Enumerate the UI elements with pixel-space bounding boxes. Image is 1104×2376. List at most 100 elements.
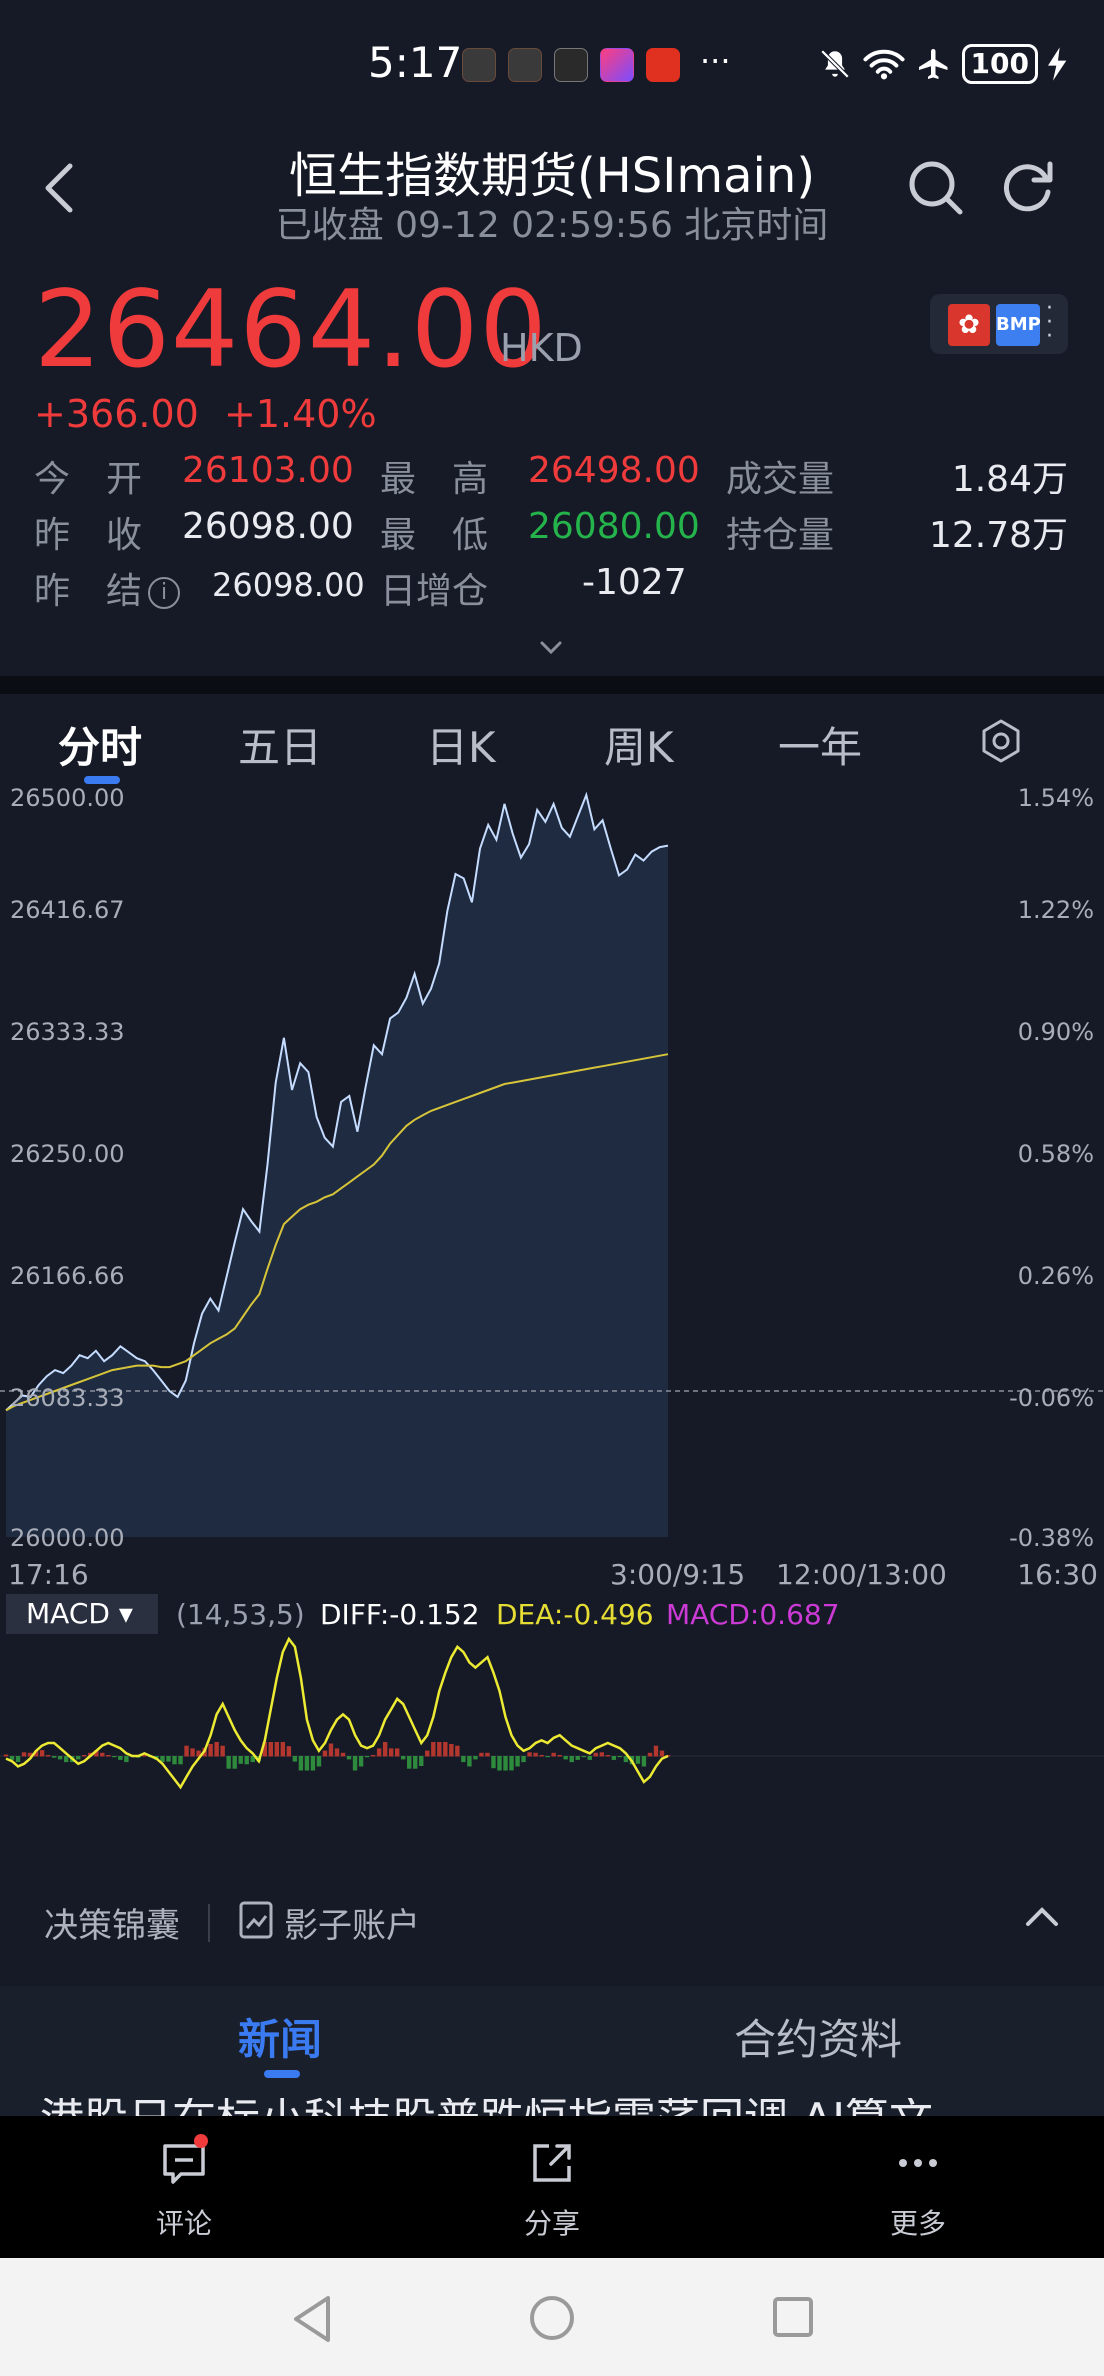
- macd-histogram-bar: [196, 1750, 201, 1757]
- comment-label: 评论: [155, 2207, 212, 2240]
- market-status: 已收盘 09-12 02:59:56 北京时间: [275, 205, 829, 246]
- macd-histogram-bar: [533, 1752, 538, 1757]
- news-headline-peek[interactable]: 港股日在标小科技股普跌恒指震荡回调 AI算文: [40, 2098, 933, 2116]
- status-right: 100: [818, 44, 1068, 84]
- macd-histogram-bar: [382, 1742, 388, 1757]
- macd-histogram-bar: [322, 1750, 328, 1757]
- macd-histogram-bar: [124, 1756, 129, 1763]
- y-tick-left: 26500.00: [10, 784, 125, 812]
- macd-histogram-bar: [232, 1756, 237, 1769]
- mute-icon: [820, 49, 849, 79]
- video-app-icon: [600, 48, 634, 82]
- nav-back-icon[interactable]: [290, 2294, 334, 2344]
- refresh-icon[interactable]: [998, 156, 1058, 216]
- macd-histogram-bar: [94, 1750, 99, 1757]
- macd-histogram-bar: [419, 1756, 424, 1766]
- macd-histogram-bar: [653, 1745, 659, 1757]
- macd-histogram-bar: [166, 1756, 171, 1762]
- macd-histogram-bar: [39, 1750, 45, 1757]
- share-label: 分享: [523, 2207, 580, 2240]
- macd-histogram-bar: [63, 1756, 69, 1763]
- macd-histogram-bar: [76, 1756, 81, 1760]
- prev-close-value: 26098.00: [182, 506, 354, 547]
- macd-histogram-bar: [352, 1756, 358, 1771]
- tab-daily-k[interactable]: 日K: [426, 723, 496, 772]
- nav-recents-icon[interactable]: [772, 2296, 814, 2338]
- macd-histogram-bar: [238, 1756, 243, 1764]
- macd-histogram-bar: [298, 1756, 304, 1771]
- info-icon[interactable]: i: [148, 577, 181, 609]
- macd-chart-svg[interactable]: [0, 1636, 1104, 1876]
- macd-params: (14,53,5): [176, 1598, 305, 1631]
- airplane-icon: [918, 49, 948, 79]
- nav-home-icon[interactable]: [528, 2294, 576, 2342]
- high-value: 26498.00: [528, 450, 700, 491]
- tab-contract-info[interactable]: 合约资料: [734, 2015, 903, 2064]
- macd-histogram-bar: [581, 1756, 586, 1758]
- back-arrow-icon[interactable]: [40, 158, 80, 218]
- oi-change-value: -1027: [582, 562, 687, 603]
- y-tick-left: 26250.00: [10, 1140, 125, 1168]
- comment-icon: [163, 2144, 205, 2184]
- y-tick-right: -0.38%: [1009, 1524, 1094, 1552]
- macd-histogram-bar: [274, 1742, 280, 1757]
- macd-histogram-bar: [178, 1756, 183, 1765]
- price-chart-svg[interactable]: [0, 780, 1104, 1550]
- macd-histogram-bar: [623, 1756, 629, 1763]
- macd-histogram-bar: [563, 1756, 568, 1760]
- tab-news[interactable]: 新闻: [238, 2015, 323, 2064]
- macd-histogram-bar: [280, 1742, 286, 1757]
- macd-chart[interactable]: [0, 1636, 1104, 1876]
- more-button[interactable]: 更多: [858, 2138, 978, 2242]
- macd-histogram-bar: [106, 1755, 111, 1757]
- open-label: 今 开: [34, 459, 143, 500]
- tab-intraday[interactable]: 分时: [58, 723, 143, 772]
- chevron-up-icon[interactable]: [1024, 1904, 1060, 1928]
- more-vertical-icon[interactable]: · · ·: [1046, 296, 1053, 349]
- shadow-account-icon[interactable]: [238, 1900, 274, 1940]
- y-tick-left: 26083.33: [10, 1384, 125, 1412]
- macd-histogram-bar: [118, 1756, 123, 1760]
- search-icon[interactable]: [906, 158, 966, 218]
- bottom-action-bar: 评论 分享 更多: [0, 2116, 1104, 2258]
- macd-histogram-bar: [425, 1750, 430, 1757]
- macd-histogram-bar: [527, 1752, 532, 1757]
- market-badges[interactable]: ✿ BMP · · ·: [930, 294, 1068, 354]
- chevron-down-icon[interactable]: [536, 638, 566, 658]
- title-bar: 恒生指数期货(HSImain) 已收盘 09-12 02:59:56 北京时间: [0, 120, 1104, 250]
- macd-histogram-bar: [292, 1756, 298, 1762]
- prev-close-label: 昨 收: [34, 515, 143, 556]
- macd-histogram-bar: [394, 1748, 400, 1757]
- macd-histogram-bar: [51, 1756, 57, 1758]
- prev-settle-label-text: 昨 结: [34, 571, 143, 612]
- shadow-account-button[interactable]: 影子账户: [284, 1906, 420, 1946]
- tab-one-year[interactable]: 一年: [778, 723, 863, 772]
- macd-histogram-bar: [334, 1748, 340, 1757]
- comment-button[interactable]: 评论: [124, 2134, 244, 2242]
- status-bar: 5:17 ··· 100: [0, 0, 1104, 120]
- macd-histogram-bar: [388, 1748, 394, 1757]
- tab-weekly-k[interactable]: 周K: [604, 723, 674, 772]
- battery-indicator: 100: [961, 44, 1038, 84]
- macd-histogram-bar: [226, 1756, 231, 1769]
- share-button[interactable]: 分享: [492, 2138, 612, 2242]
- price-area-fill: [6, 795, 668, 1537]
- macd-histogram-bar: [3, 1754, 9, 1757]
- macd-histogram-bar: [413, 1756, 418, 1769]
- y-tick-left: 26416.67: [10, 896, 125, 924]
- volume-value: 1.84万: [951, 459, 1068, 500]
- indicator-selector[interactable]: MACD ▾: [6, 1594, 158, 1634]
- macd-histogram-bar: [587, 1756, 592, 1760]
- intraday-chart[interactable]: 26500.00 26416.67 26333.33 26250.00 2616…: [0, 780, 1104, 1600]
- macd-histogram-bar: [21, 1752, 27, 1757]
- oi-change-label: 日增仓: [380, 571, 489, 612]
- decision-tips-button[interactable]: 决策锦囊: [44, 1906, 180, 1946]
- notification-dot: [194, 2134, 208, 2148]
- bmp-badge: BMP: [996, 304, 1041, 346]
- tab-five-day[interactable]: 五日: [238, 723, 323, 772]
- share-icon: [533, 2144, 571, 2182]
- macd-histogram-bar: [15, 1756, 21, 1763]
- red-app-icon: [646, 48, 680, 82]
- settings-icon[interactable]: [978, 718, 1024, 764]
